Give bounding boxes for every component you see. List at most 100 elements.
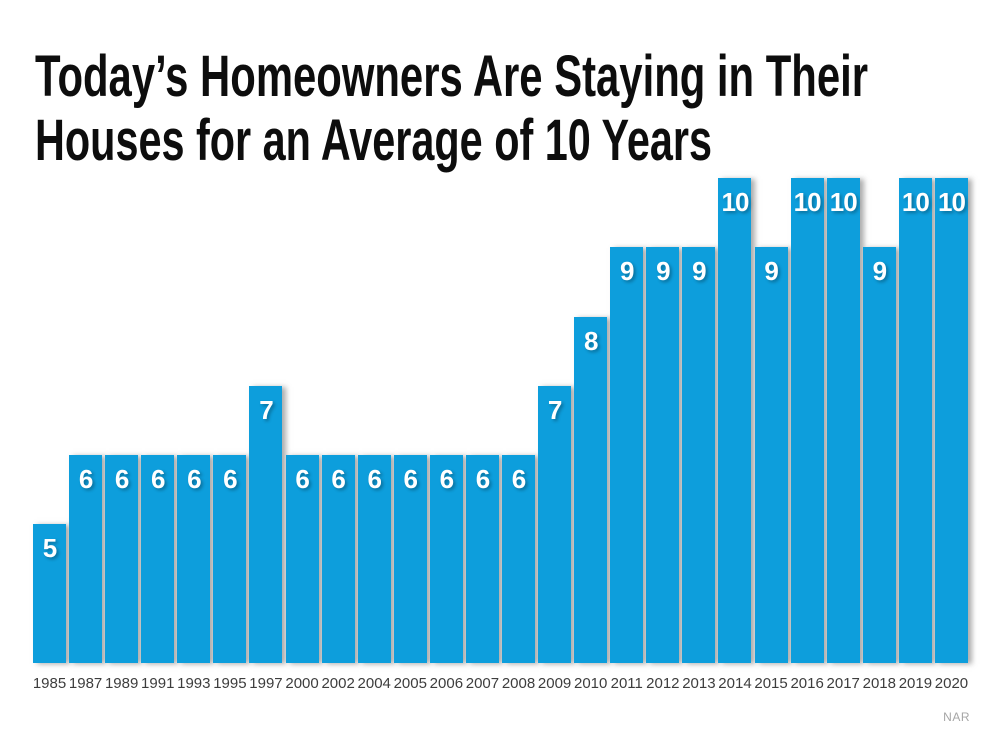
- bar-value-label: 7: [259, 394, 274, 425]
- bar: 8: [574, 316, 608, 663]
- bar-value-label: 9: [872, 256, 888, 287]
- bar-value-label: 8: [583, 325, 599, 356]
- bar-chart: 5 1985 6 1987 6 1989 6 1991 6 1993 6 1995 7 1997 6 2000…: [33, 178, 968, 691]
- bar-column: 6 1987: [69, 178, 103, 691]
- x-tick-label: 2020: [934, 675, 969, 692]
- bar-value-label: 5: [42, 533, 58, 564]
- bar: 6: [465, 455, 499, 663]
- bar-column: 10 2017: [826, 178, 860, 691]
- bar-value-label: 10: [901, 187, 930, 217]
- bar-value-label: 6: [78, 464, 94, 495]
- bar: 9: [610, 247, 644, 663]
- bar: 6: [213, 455, 247, 663]
- bar-column: 9 2012: [646, 178, 680, 691]
- bar: 6: [69, 455, 103, 663]
- bar: 6: [429, 455, 463, 663]
- x-tick-label: 2018: [862, 675, 896, 692]
- bar-value-label: 10: [721, 187, 750, 217]
- x-tick-label: 1985: [32, 675, 67, 692]
- x-tick-label: 2011: [610, 675, 643, 692]
- bar-value-label: 10: [793, 187, 822, 217]
- bar-value-label: 10: [937, 187, 966, 217]
- bar-column: 7 1997: [249, 178, 283, 691]
- bar-value-label: 6: [151, 464, 166, 495]
- bar-value-label: 10: [829, 187, 858, 217]
- bar-column: 10 2020: [934, 178, 968, 691]
- x-tick-label: 2006: [429, 675, 464, 692]
- bar: 6: [393, 455, 427, 663]
- bar: 6: [502, 455, 536, 663]
- bar-column: 10 2014: [718, 178, 752, 691]
- x-tick-label: 2007: [465, 675, 500, 692]
- x-tick-label: 2015: [754, 675, 788, 692]
- bar-column: 9 2013: [682, 178, 716, 691]
- x-tick-label: 2009: [537, 675, 572, 692]
- bar-column: 10 2019: [898, 178, 932, 691]
- bar-value-label: 6: [295, 464, 310, 495]
- x-tick-label: 1997: [249, 675, 283, 692]
- bar-column: 10 2016: [790, 178, 824, 691]
- x-tick-label: 2000: [285, 675, 319, 692]
- bar-column: 9 2011: [610, 178, 644, 691]
- x-tick-label: 1987: [68, 675, 103, 692]
- x-tick-label: 2005: [393, 675, 427, 692]
- bar: 10: [790, 178, 824, 663]
- bar-column: 6 2007: [465, 178, 499, 691]
- bar-value-label: 9: [656, 256, 671, 287]
- bar: 7: [538, 385, 572, 663]
- bar-column: 6 1993: [177, 178, 211, 691]
- bar-value-label: 6: [439, 464, 455, 495]
- source-note: NAR: [943, 710, 970, 724]
- bar: 9: [682, 247, 716, 663]
- x-tick-label: 2010: [573, 675, 608, 692]
- bar-column: 6 1995: [213, 178, 247, 691]
- bar: 9: [862, 247, 896, 663]
- bar: 5: [33, 524, 66, 663]
- bar: 10: [898, 178, 932, 663]
- x-tick-label: 2017: [826, 675, 860, 692]
- bar-value-label: 9: [764, 256, 779, 287]
- bar: 6: [177, 455, 211, 663]
- bar-value-label: 9: [692, 256, 707, 287]
- bar-value-label: 6: [187, 464, 202, 495]
- bar-value-label: 9: [620, 256, 635, 287]
- bar: 10: [934, 178, 968, 663]
- bar: 6: [141, 455, 175, 663]
- chart-title: Today’s Homeowners Are Staying in Their …: [35, 44, 868, 173]
- bar-value-label: 7: [547, 394, 563, 425]
- x-tick-label: 2014: [718, 675, 752, 692]
- x-tick-label: 2016: [790, 675, 824, 692]
- bar-column: 6 2006: [429, 178, 463, 691]
- bar-column: 6 2004: [357, 178, 391, 691]
- bar-value-label: 6: [475, 464, 491, 495]
- chart-title-line-2: Houses for an Average of 10 Years: [35, 108, 712, 173]
- bar-value-label: 6: [403, 464, 419, 495]
- chart-title-line-1: Today’s Homeowners Are Staying in Their: [35, 44, 868, 109]
- bar-column: 6 2008: [502, 178, 536, 691]
- bar: 6: [321, 455, 355, 663]
- bar-column: 8 2010: [574, 178, 608, 691]
- bar-value-label: 6: [331, 464, 346, 495]
- x-tick-label: 1993: [177, 675, 211, 692]
- bar-value-label: 6: [511, 464, 527, 495]
- bar: 6: [357, 455, 391, 663]
- bar-column: 6 1989: [105, 178, 138, 691]
- bar: 10: [718, 178, 752, 663]
- bar: 7: [249, 385, 283, 663]
- x-tick-label: 2013: [682, 675, 716, 692]
- bar-value-label: 6: [223, 464, 238, 495]
- x-tick-label: 2002: [321, 675, 355, 692]
- bar-column: 9 2015: [754, 178, 788, 691]
- bar: 6: [285, 455, 319, 663]
- bar-column: 9 2018: [862, 178, 896, 691]
- bar: 9: [646, 247, 680, 663]
- bar-column: 6 2005: [393, 178, 427, 691]
- bar: 10: [826, 178, 860, 663]
- bar-column: 6 2000: [285, 178, 319, 691]
- bar-value-label: 6: [114, 464, 130, 495]
- bar-column: 6 2002: [321, 178, 355, 691]
- x-tick-label: 2019: [898, 675, 933, 692]
- x-tick-label: 1989: [104, 675, 139, 692]
- x-tick-label: 2012: [646, 675, 680, 692]
